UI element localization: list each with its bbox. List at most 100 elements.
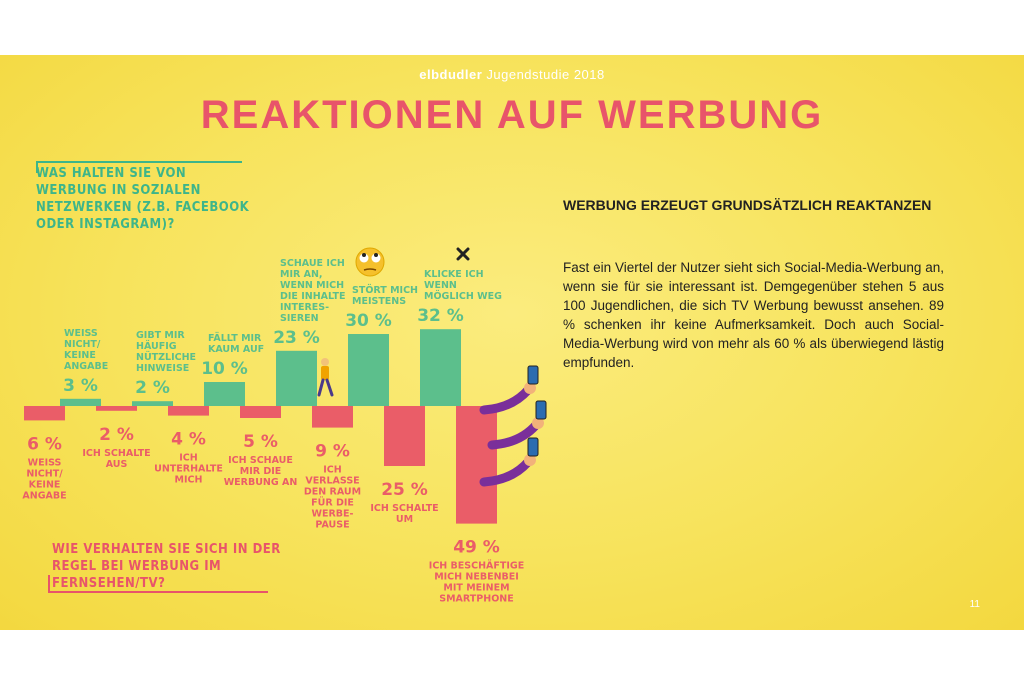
- tv-value-label-2: 4 %: [171, 430, 206, 450]
- eye-roll-emoji-mouth: [363, 268, 377, 271]
- social-value-label-1: 2 %: [135, 378, 170, 398]
- social-category-label-1-line: HÄUFIG: [136, 341, 177, 352]
- eye-roll-emoji-pupil-left: [362, 253, 366, 257]
- social-category-label-2: FÄLLT MIR KAUM AUF: [208, 333, 264, 355]
- tv-category-label-2-line: MICH: [175, 475, 203, 486]
- question-bottom-rule-left: [48, 575, 50, 593]
- tv-category-label-4: ICH VERLASSE DEN RAUM FÜR DIE WERBE-PAUSE: [304, 465, 361, 531]
- tv-category-label-5-line: ICH SCHALTE: [370, 503, 438, 514]
- tv-value-label-3: 5 %: [243, 432, 278, 452]
- social-category-label-4-line: STÖRT MICH: [352, 285, 418, 296]
- tv-value-label-5: 25 %: [381, 480, 428, 500]
- social-bar-5: [420, 329, 461, 406]
- brand-name: elbdudler: [419, 67, 483, 82]
- social-category-label-1-line: NÜTZLICHE: [136, 352, 196, 363]
- tv-category-label-4-line: ICH: [323, 465, 342, 476]
- social-bar-1: [132, 401, 173, 406]
- social-category-label-0-line: NICHT/: [64, 339, 101, 350]
- walking-person-icon: [321, 358, 329, 366]
- social-category-label-0: WEISS NICHT/KEINE ANGABE: [64, 328, 108, 372]
- brand-subtitle: Jugendstudie 2018: [482, 67, 605, 82]
- tv-value-label-1: 2 %: [99, 425, 134, 445]
- tv-category-label-6-line: MIT MEINEM: [443, 583, 509, 594]
- social-category-label-2-line: FÄLLT MIR: [208, 333, 262, 344]
- tv-category-label-4-line: VERLASSE: [305, 476, 359, 487]
- tv-bar-4: [312, 406, 353, 428]
- tv-category-label-1-line: ICH SCHALTE: [82, 448, 150, 459]
- arm-1: [487, 420, 541, 450]
- hand-0: [524, 382, 536, 394]
- social-category-label-1-line: GIBT MIR: [136, 330, 185, 341]
- social-category-label-5-line: MÖGLICH WEG: [424, 291, 502, 302]
- tv-category-label-5-line: UM: [396, 514, 413, 525]
- social-category-label-0-line: WEISS: [64, 328, 98, 339]
- tv-category-label-6-line: ICH BESCHÄFTIGE: [429, 561, 524, 572]
- social-category-label-3-line: INTERES-: [280, 302, 329, 313]
- tv-bar-3: [240, 406, 281, 418]
- tv-category-label-4-line: PAUSE: [315, 520, 349, 531]
- social-category-label-1: GIBT MIR HÄUFIG NÜTZLICHE HINWEISE: [136, 330, 196, 374]
- tv-bar-0: [24, 406, 65, 421]
- social-bar-3: [276, 350, 317, 406]
- social-category-label-3-line: SCHAUE ICH: [280, 258, 345, 269]
- tv-bar-5: [384, 406, 425, 466]
- tv-value-label-6: 49 %: [453, 538, 500, 558]
- close-x-icon: [456, 247, 470, 261]
- tv-bar-6: [456, 406, 497, 524]
- tv-category-label-3-line: WERBUNG AN: [224, 477, 298, 488]
- social-category-label-3-line: DIE INHALTE: [280, 291, 345, 302]
- social-category-label-0-line: KEINE: [64, 350, 96, 361]
- social-value-label-4: 30 %: [345, 311, 392, 331]
- question-tv: Wie verhalten Sie sich in der Regel bei …: [52, 542, 281, 591]
- hand-1: [532, 417, 544, 429]
- social-value-label-5: 32 %: [417, 306, 464, 326]
- question-top-rule: [36, 161, 242, 163]
- tv-category-label-4-line: WERBE-: [312, 509, 354, 520]
- social-value-label-2: 10 %: [201, 359, 248, 379]
- social-value-label-3: 23 %: [273, 328, 320, 348]
- social-category-label-2-line: KAUM AUF: [208, 344, 264, 355]
- tv-category-label-2-line: ICH: [179, 453, 198, 464]
- tv-category-label-2-line: UNTERHALTE: [154, 464, 223, 475]
- social-category-label-4: STÖRT MICH MEISTENS: [352, 285, 418, 307]
- smartphone-hand-icon: [527, 365, 539, 385]
- eye-roll-emoji-eye-left: [359, 253, 369, 263]
- tv-category-label-2: ICH UNTERHALTE MICH: [154, 453, 223, 486]
- social-category-label-3-line: SIEREN: [280, 313, 319, 324]
- social-category-label-0-line: ANGABE: [64, 361, 108, 372]
- tv-category-label-0-line: KEINE: [29, 479, 61, 490]
- tv-category-label-0: WEISS NICHT/KEINE ANGABE: [22, 457, 66, 501]
- tv-category-label-0-line: NICHT/: [26, 468, 63, 479]
- tv-category-label-6-line: SMARTPHONE: [439, 594, 513, 605]
- smartphone-hand-icon: [527, 437, 539, 457]
- walking-person-body: [321, 366, 329, 380]
- slide: elbdudler Jugendstudie 2018 REAKTIONEN A…: [0, 55, 1024, 630]
- tv-value-label-0: 6 %: [27, 434, 62, 454]
- brand-line: elbdudler Jugendstudie 2018: [0, 67, 1024, 82]
- tv-category-label-6-line: MICH NEBENBEI: [434, 572, 519, 583]
- arm-2: [479, 457, 533, 487]
- tv-bar-1: [96, 406, 137, 411]
- tv-value-label-4: 9 %: [315, 442, 350, 462]
- social-category-label-3-line: WENN MICH: [280, 280, 344, 291]
- social-category-label-5-line: WENN: [424, 280, 457, 291]
- social-bar-4: [348, 334, 389, 406]
- tv-category-label-3-line: ICH SCHAUE: [228, 455, 293, 466]
- page-title: REAKTIONEN AUF WERBUNG: [200, 93, 824, 137]
- arm-0: [479, 385, 533, 415]
- walking-person-legs: [317, 378, 334, 397]
- social-category-label-4-line: MEISTENS: [352, 296, 406, 307]
- tv-category-label-1: ICH SCHALTE AUS: [82, 448, 150, 470]
- social-bar-2: [204, 382, 245, 406]
- tv-category-label-6: ICH BESCHÄFTIGE MICH NEBENBEI MIT MEINEM SM…: [429, 561, 524, 605]
- tv-category-label-1-line: AUS: [106, 459, 128, 470]
- social-category-label-5-line: KLICKE ICH: [424, 269, 484, 280]
- tv-category-label-0-line: ANGABE: [22, 490, 66, 501]
- eye-roll-emoji-icon: [355, 247, 385, 277]
- social-category-label-5: KLICKE ICH WENN MÖGLICH WEG: [424, 269, 502, 302]
- social-category-label-3: SCHAUE ICH MIR AN, WENN MICH DIE INHALTE INT…: [280, 258, 345, 324]
- tv-category-label-5: ICH SCHALTE UM: [370, 503, 438, 525]
- page-number: 11: [969, 599, 980, 610]
- eye-roll-emoji-eye-right: [371, 253, 381, 263]
